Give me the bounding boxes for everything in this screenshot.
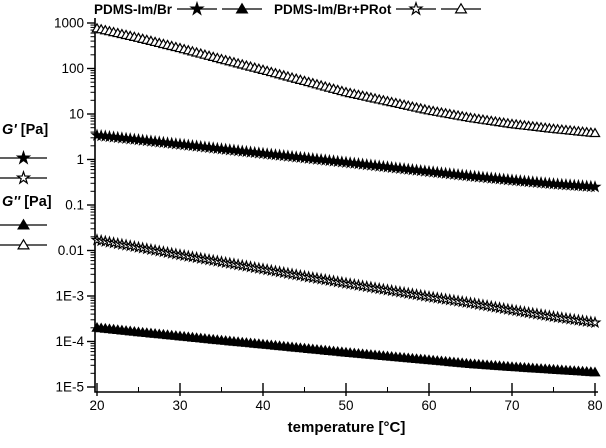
series-triangle-filled [91,321,601,377]
open-star-icon [396,0,437,16]
legend-series-2-label: PDMS-Im/Br+PRot [274,1,392,17]
open-triangle-icon [0,238,47,250]
filled-triangle-icon [222,2,263,14]
x-tick-label: 80 [587,398,602,413]
g-doubleprime-axis-label: G'' [Pa] [2,194,52,210]
open-triangle-icon [441,2,482,14]
x-tick-label: 20 [89,398,104,413]
y-tick-label: 0.01 [58,243,84,258]
g-doubleprime-unit: [Pa] [24,194,52,210]
filled-star-icon [0,150,47,165]
g-prime-symbol: G' [2,122,17,138]
y-tick-label: 100 [61,61,84,76]
x-tick-label: 40 [255,398,270,413]
y-tick-label: 1E-3 [55,289,84,304]
y-tick-label: 1000 [54,16,84,31]
y-tick-label: 1E-4 [55,334,84,349]
y-tick-label: 1E-5 [55,380,84,395]
g-prime-axis-label: G' [Pa] [2,122,48,138]
x-tick-label: 70 [504,398,519,413]
filled-star-icon [177,0,218,16]
x-tick-label: 60 [421,398,436,413]
series-triangle-open [91,22,601,138]
series-star-open [90,233,602,329]
y-tick-label: 0.1 [65,198,84,213]
filled-triangle-icon [0,218,47,230]
series-star-filled [90,128,602,193]
g-prime-unit: [Pa] [20,122,49,138]
open-star-icon [0,170,47,185]
legend-series-1-label: PDMS-Im/Br [94,1,173,17]
x-axis-title: temperature [°C] [287,419,406,436]
legend-top: PDMS-Im/Br PDMS-Im/Br+PRot [94,0,482,18]
x-tick-label: 50 [338,398,353,413]
y-tick-label: 1 [76,152,84,167]
x-tick-label: 30 [172,398,187,413]
y-tick-label: 10 [69,107,84,122]
g-doubleprime-symbol: G'' [2,194,21,210]
